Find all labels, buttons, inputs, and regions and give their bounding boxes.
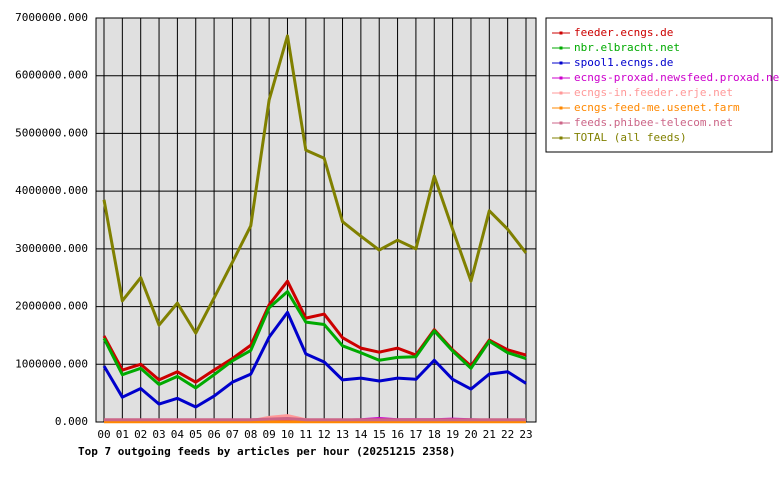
legend-label: nbr.elbracht.net <box>574 41 680 54</box>
legend-label: ecngs-proxad.newsfeed.proxad.net <box>574 71 780 84</box>
series-line <box>104 417 526 422</box>
legend-label: ecngs-feed-me.usenet.farm <box>574 101 740 114</box>
y-tick-label: 7000000.000 <box>15 11 88 24</box>
legend-label: feeder.ecngs.de <box>574 26 673 39</box>
x-tick-label: 06 <box>207 428 220 441</box>
x-tick-label: 04 <box>171 428 185 441</box>
legend-marker <box>559 106 563 110</box>
legend-label: spool1.ecngs.de <box>574 56 673 69</box>
legend-label: feeds.phibee-telecom.net <box>574 116 733 129</box>
x-tick-label: 07 <box>226 428 239 441</box>
legend-marker <box>559 46 563 50</box>
x-tick-label: 13 <box>336 428 349 441</box>
x-tick-label: 11 <box>299 428 312 441</box>
y-tick-label: 6000000.000 <box>15 69 88 82</box>
legend-marker <box>559 61 563 65</box>
x-tick-label: 10 <box>281 428 294 441</box>
x-tick-label: 02 <box>134 428 147 441</box>
legend-marker <box>559 121 563 125</box>
y-tick-label: 4000000.000 <box>15 184 88 197</box>
y-tick-label: 2000000.000 <box>15 300 88 313</box>
legend-marker <box>559 76 563 80</box>
x-tick-label: 05 <box>189 428 202 441</box>
x-tick-label: 20 <box>464 428 477 441</box>
y-tick-label: 5000000.000 <box>15 126 88 139</box>
x-tick-label: 22 <box>501 428 514 441</box>
x-tick-label: 19 <box>446 428 459 441</box>
y-tick-label: 0.000 <box>55 415 88 428</box>
x-tick-label: 09 <box>263 428 276 441</box>
plot-area <box>95 17 537 423</box>
legend-marker <box>559 31 563 35</box>
x-tick-label: 08 <box>244 428 257 441</box>
x-tick-label: 21 <box>483 428 496 441</box>
x-tick-label: 01 <box>116 428 129 441</box>
x-tick-label: 23 <box>519 428 532 441</box>
legend-marker <box>559 136 563 140</box>
chart-title: Top 7 outgoing feeds by articles per hou… <box>78 445 456 458</box>
x-tick-label: 14 <box>354 428 368 441</box>
x-tick-label: 16 <box>391 428 404 441</box>
series-line <box>102 34 528 335</box>
x-tick-label: 00 <box>97 428 110 441</box>
x-tick-label: 12 <box>318 428 331 441</box>
legend-label: ecngs-in.feeder.erje.net <box>574 86 733 99</box>
y-tick-label: 1000000.000 <box>15 357 88 370</box>
series-line <box>102 290 527 390</box>
x-tick-label: 03 <box>152 428 165 441</box>
legend-box <box>545 17 773 153</box>
x-tick-label: 18 <box>428 428 441 441</box>
y-tick-label: 3000000.000 <box>15 242 88 255</box>
x-tick-label: 15 <box>373 428 386 441</box>
legend-marker <box>559 91 563 95</box>
series-line <box>102 310 527 409</box>
x-tick-label: 17 <box>409 428 422 441</box>
legend-label: TOTAL (all feeds) <box>574 131 687 144</box>
